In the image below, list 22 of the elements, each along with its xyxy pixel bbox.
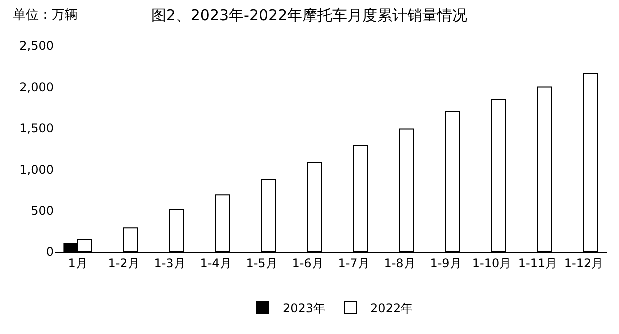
legend-label: 2022年	[370, 301, 414, 316]
y-tick-label: 500	[31, 204, 54, 218]
y-tick-label: 1,500	[20, 122, 54, 136]
y-tick-label: 0	[46, 245, 54, 260]
x-tick-label: 1-12月	[564, 256, 604, 270]
x-tick-label: 1-2月	[108, 256, 140, 270]
text: 单位：万辆	[13, 8, 78, 23]
legend-label: 2023年	[283, 301, 326, 316]
y-tick-label: 2,500	[20, 39, 54, 54]
chart-title: 图2、2023年-2022年摩托车月度累计销量情况	[151, 6, 468, 25]
x-tick-label: 1-11月	[518, 256, 558, 270]
y-tick-label: 1,000	[20, 162, 54, 177]
x-tick-label: 1月	[68, 256, 88, 270]
x-tick-label: 1-6月	[292, 256, 324, 270]
x-tick-label: 1-4月	[200, 256, 232, 270]
x-tick-label: 1-8月	[384, 256, 416, 270]
y-tick-label: 2,000	[20, 80, 54, 94]
x-tick-label: 1-5月	[246, 256, 278, 270]
x-tick-label: 1-3月	[154, 256, 186, 270]
x-tick-label: 1-7月	[338, 256, 370, 270]
x-tick-label: 1-9月	[430, 256, 462, 270]
x-tick-label: 1-10月	[472, 256, 512, 270]
